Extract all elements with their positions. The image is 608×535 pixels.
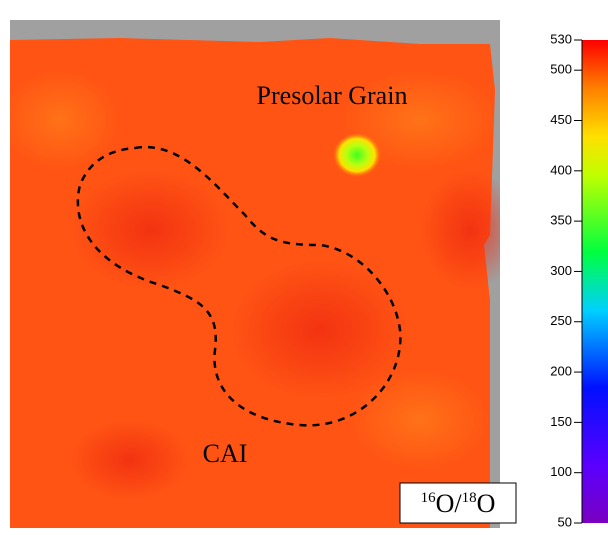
label-part: 16	[421, 490, 437, 506]
label-part: O/	[436, 489, 463, 518]
tick-label: 50	[558, 514, 572, 529]
tick-label: 400	[550, 162, 572, 177]
tick-label: 530	[550, 31, 572, 46]
tick-label: 100	[550, 464, 572, 479]
annotation: CAI	[203, 439, 248, 468]
isotope-map	[10, 20, 500, 528]
tick-label: 250	[550, 313, 572, 328]
tick-label: 350	[550, 213, 572, 228]
label-part: 18	[462, 490, 477, 506]
tick-label: 200	[550, 364, 572, 379]
tick-label: 150	[550, 414, 572, 429]
cai-outline	[76, 145, 402, 427]
annotation: Presolar Grain	[257, 81, 408, 110]
colorbar	[582, 40, 608, 523]
tick-label: 500	[550, 62, 572, 77]
colorbar-label: 16O/18O	[421, 489, 496, 518]
label-box	[399, 482, 517, 524]
tick-label: 450	[550, 112, 572, 127]
label-part: O	[477, 489, 496, 518]
tick-label: 300	[550, 263, 572, 278]
